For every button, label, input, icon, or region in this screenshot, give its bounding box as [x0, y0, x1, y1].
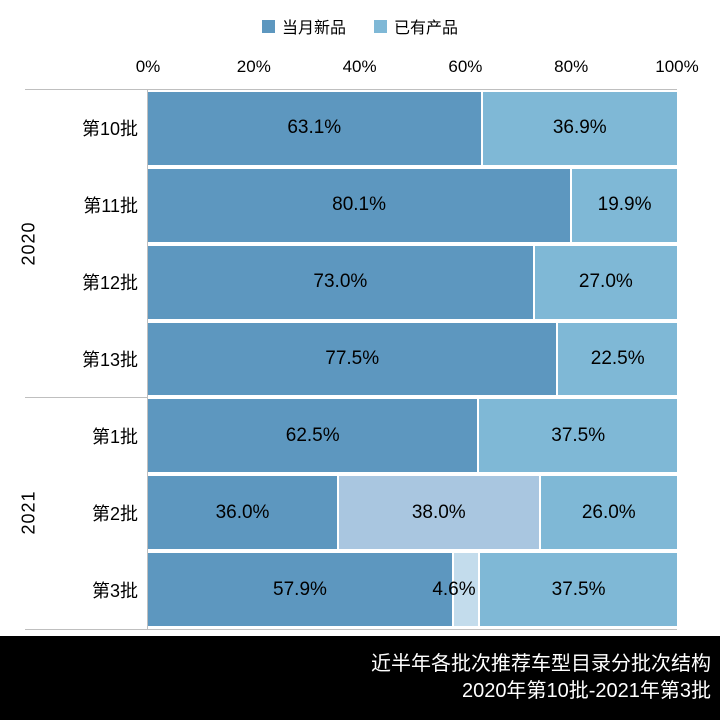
x-axis-tick: 20%: [236, 57, 271, 76]
bar-row: 36.0% 38.0% 26.0%: [148, 476, 677, 550]
bar-segment: 36.9%: [482, 92, 677, 165]
category-label: 第3批: [91, 580, 138, 601]
bar-row: 77.5% 22.5%: [148, 322, 677, 396]
bar-row: 62.5% 37.5%: [148, 399, 677, 473]
bar-segment: 36.0%: [148, 476, 339, 550]
bar-segment: 80.1%: [148, 168, 573, 242]
axis-line: [25, 89, 677, 90]
legend-label: 已有产品: [394, 20, 459, 37]
axis-line: [25, 629, 677, 630]
bar-segment: 37.5%: [480, 553, 677, 626]
bar-segment: 62.5%: [148, 399, 480, 473]
bar-segment-value: 37.5%: [551, 578, 606, 600]
bar-segment-value: 38.0%: [411, 501, 466, 523]
bar-segment: 26.0%: [540, 476, 677, 550]
category-label: 第13批: [81, 349, 138, 370]
bar-segment-value: 37.5%: [551, 424, 606, 446]
bar-segment: 22.5%: [558, 322, 677, 396]
bar-segment-value: 62.5%: [285, 424, 340, 446]
bar-row: 80.1% 19.9%: [148, 168, 677, 242]
category-label: 第2批: [91, 503, 138, 524]
legend-swatch-icon: [374, 19, 387, 33]
bar-segment-value: 19.9%: [597, 194, 652, 216]
bar-segment-value: 36.0%: [215, 501, 270, 523]
bar-segment: 37.5%: [479, 399, 677, 473]
bar-segment-value: 36.9%: [552, 117, 607, 139]
bar-segment: 27.0%: [534, 245, 677, 319]
x-axis-tick: 80%: [554, 57, 589, 76]
bar-segment-value: 27.0%: [578, 271, 633, 293]
bar-segment: 63.1%: [148, 92, 483, 165]
bar-segment-value: 80.1%: [332, 194, 386, 216]
year-group-label-text: 2021: [18, 490, 39, 535]
legend-item-series1: 当月新品: [261, 14, 346, 38]
bar-segment-value: 77.5%: [325, 347, 380, 369]
bar-segment-value: 73.0%: [313, 271, 368, 293]
bar-segment: 77.5%: [148, 322, 559, 396]
caption-line2: 2020年第10批-2021年第3批: [461, 680, 711, 702]
bar-segment-value: 26.0%: [581, 501, 636, 523]
legend-label: 当月新品: [281, 20, 346, 37]
bar-segment: 19.9%: [572, 168, 677, 242]
bar-segment-value: 57.9%: [273, 578, 327, 600]
caption-line1: 近半年各批次推荐车型目录分批次结构: [371, 653, 711, 675]
category-label: 第1批: [91, 426, 138, 447]
bar-segment: 38.0%: [339, 476, 541, 550]
bar-row: 57.9% 4.6% 37.5%: [148, 553, 677, 626]
legend: 当月新品 已有产品: [0, 14, 720, 38]
year-group-label: 2021: [16, 397, 42, 628]
bar-row: 63.1% 36.9%: [148, 92, 677, 165]
year-group-label-text: 2020: [18, 221, 39, 266]
bar-row: 73.0% 27.0%: [148, 245, 677, 319]
year-group-label: 2020: [16, 90, 42, 397]
bar-segment: 4.6%: [432, 553, 481, 626]
category-label: 第12批: [81, 273, 138, 294]
bar-segment: 73.0%: [148, 245, 535, 319]
bar-segment-value: 4.6%: [432, 578, 476, 600]
bar-segment: 57.9%: [148, 553, 454, 626]
category-label: 第11批: [83, 196, 138, 217]
legend-swatch-icon: [261, 19, 275, 33]
x-axis-tick: 40%: [342, 57, 377, 76]
axis-line: [25, 397, 148, 399]
bar-segment-value: 22.5%: [590, 347, 645, 369]
bar-segment-value: 63.1%: [287, 117, 342, 139]
axis-line: [147, 89, 148, 629]
category-label: 第10批: [81, 119, 138, 140]
x-axis-tick: 100%: [655, 57, 699, 76]
x-axis-tick: 60%: [448, 57, 483, 76]
x-axis-tick: 0%: [135, 57, 161, 76]
caption-banner: 近半年各批次推荐车型目录分批次结构 2020年第10批-2021年第3批: [0, 636, 720, 720]
legend-item-series2: 已有产品: [374, 14, 458, 38]
